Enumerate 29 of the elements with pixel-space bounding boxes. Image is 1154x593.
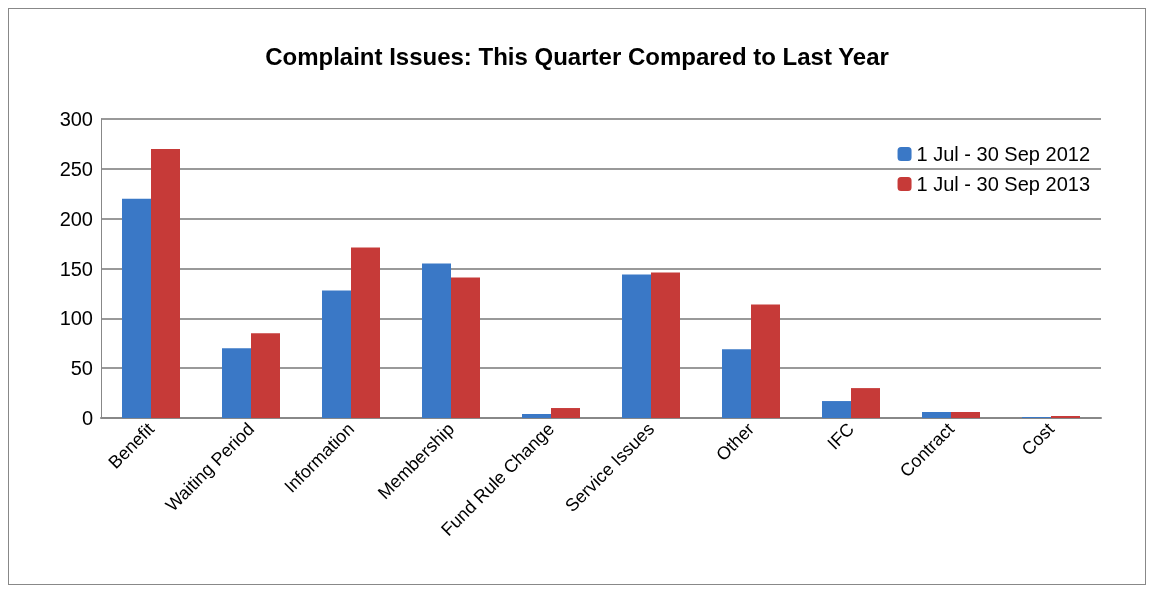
bar bbox=[322, 290, 351, 418]
bar bbox=[451, 277, 480, 418]
bar bbox=[422, 263, 451, 418]
y-tick-label: 250 bbox=[59, 157, 93, 180]
y-tick-label: 200 bbox=[59, 207, 93, 230]
y-tick-label: 0 bbox=[81, 407, 93, 429]
y-tick-label: 150 bbox=[59, 257, 93, 280]
chart-title: Complaint Issues: This Quarter Compared to Last Year bbox=[265, 42, 889, 70]
bar bbox=[222, 348, 251, 418]
y-tick-label: 100 bbox=[59, 307, 93, 330]
bar bbox=[951, 412, 980, 418]
x-tick-label: IFC bbox=[823, 418, 859, 454]
bar bbox=[522, 414, 551, 418]
y-tick-label: 300 bbox=[59, 108, 93, 130]
bar bbox=[622, 274, 651, 418]
legend-label: 1 Jul - 30 Sep 2012 bbox=[916, 143, 1091, 165]
bar bbox=[122, 198, 151, 418]
bar bbox=[651, 272, 680, 418]
bar bbox=[351, 247, 380, 418]
bar bbox=[922, 412, 951, 418]
bar bbox=[251, 333, 280, 418]
bar bbox=[822, 401, 851, 418]
bar bbox=[151, 148, 180, 418]
y-tick-label: 50 bbox=[70, 357, 93, 380]
bar bbox=[551, 408, 580, 418]
bar bbox=[722, 349, 751, 418]
bar bbox=[751, 304, 780, 418]
legend-label: 1 Jul - 30 Sep 2013 bbox=[916, 173, 1091, 195]
bar bbox=[851, 388, 880, 418]
